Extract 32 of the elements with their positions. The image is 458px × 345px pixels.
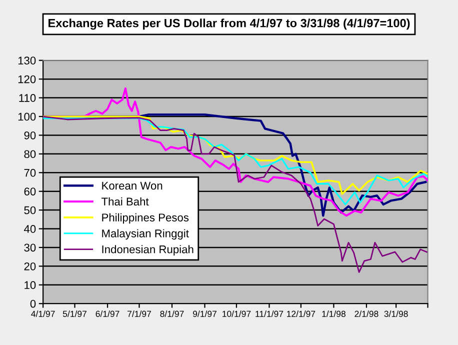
- y-tick-label: 60: [24, 188, 36, 196]
- x-tick-label: 12/1/97: [287, 310, 316, 317]
- y-tick-label: 70: [24, 168, 36, 177]
- legend-label: Philippines Pesos: [102, 213, 189, 224]
- legend-label: Malaysian Ringgit: [102, 229, 189, 240]
- y-tick-label: 90: [24, 131, 36, 140]
- y-tick-label: 80: [24, 150, 36, 158]
- x-tick-label: 3/1/98: [384, 310, 408, 317]
- x-tick-label: 5/1/97: [62, 310, 86, 317]
- chart-title: Exchange Rates per US Dollar from 4/1/97 to 3/31/98 (4/1/97=100): [48, 18, 410, 30]
- x-tick-label: 9/1/97: [193, 310, 216, 317]
- legend-label: Thai Baht: [102, 197, 149, 206]
- y-tick-label: 40: [24, 225, 36, 233]
- x-tick-label: 6/1/97: [96, 310, 120, 317]
- y-tick-label: 10: [24, 281, 36, 290]
- y-tick-label: 0: [30, 300, 36, 308]
- y-tick-label: 30: [24, 244, 36, 252]
- legend-label: Indonesian Rupiah: [102, 245, 194, 256]
- x-tick-label: 1/1/98: [322, 310, 346, 317]
- y-tick-label: 110: [19, 94, 36, 102]
- y-tick-label: 130: [18, 56, 36, 65]
- x-tick-label: 8/1/97: [160, 310, 184, 317]
- y-tick-label: 100: [18, 112, 36, 121]
- legend-label: Korean Won: [102, 182, 162, 190]
- y-tick-label: 50: [24, 206, 36, 214]
- x-tick-label: 10/1/97: [222, 310, 251, 317]
- x-tick-label: 11/1/97: [256, 310, 284, 317]
- x-tick-label: 2/1/98: [354, 310, 378, 317]
- x-tick-label: 7/1/97: [128, 310, 151, 317]
- x-tick-label: 4/1/97: [31, 310, 55, 317]
- y-tick-label: 120: [18, 75, 36, 84]
- y-tick-label: 20: [24, 262, 36, 270]
